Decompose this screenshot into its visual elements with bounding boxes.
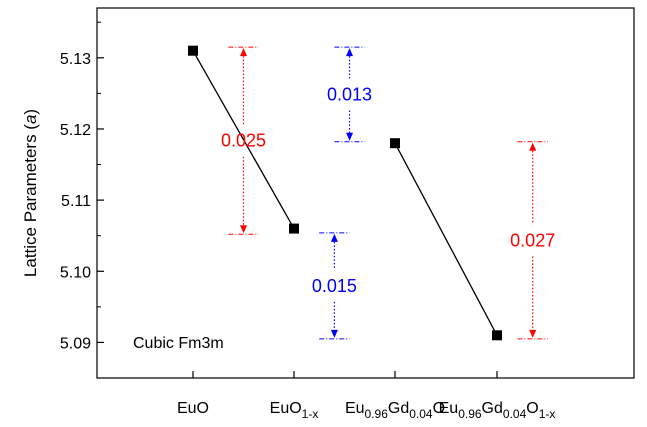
- y-tick-label: 5.11: [61, 193, 91, 210]
- difference-annotation: 0.013: [327, 46, 372, 143]
- y-tick-label: 5.09: [60, 335, 91, 352]
- x-tick-label-part: Gd: [388, 400, 409, 417]
- connector-lines: [192, 50, 498, 336]
- structure-annotation: Cubic Fm3m: [133, 335, 224, 352]
- difference-annotation: 0.025: [221, 46, 266, 235]
- data-point: [289, 223, 299, 234]
- x-tick-label-part: EuO: [177, 400, 209, 417]
- x-tick-label-part: Gd: [482, 400, 503, 417]
- x-tick-label-part: 0.96: [365, 407, 389, 421]
- x-tick-label-part: EuO: [270, 400, 302, 417]
- data-point: [390, 138, 400, 149]
- y-axis-ticks: 5.09 5.10 5.11 5.12 5.13: [60, 21, 104, 352]
- arrow-head-down: [330, 329, 338, 338]
- y-axis-label-variable: a: [21, 115, 40, 124]
- difference-annotations: 0.025 0.013 0.015 0.027: [221, 46, 555, 340]
- data-points: [188, 45, 502, 341]
- arrow-head-up: [240, 48, 247, 57]
- x-tick-label: Eu0.96Gd0.04O1-x: [439, 400, 556, 421]
- arrow-head-up: [330, 233, 338, 242]
- y-axis-label-text: Lattice Parameters (: [21, 124, 40, 277]
- x-tick-label-part: 0.04: [503, 407, 527, 421]
- arrow-head-down: [346, 132, 354, 141]
- plot-frame: [96, 7, 635, 379]
- difference-annotation: 0.027: [510, 141, 555, 340]
- x-tick-label: EuO: [177, 400, 209, 417]
- y-tick-label: 5.12: [60, 122, 91, 139]
- x-tick-label-part: 1-x: [302, 407, 319, 421]
- x-tick-label-part: O: [433, 400, 445, 417]
- x-tick-label-part: O: [526, 400, 538, 417]
- y-tick-label: 5.13: [60, 51, 91, 68]
- arrow-head-down: [240, 225, 247, 234]
- x-tick-label-part: Eu: [439, 400, 459, 417]
- y-axis-label: Lattice Parameters (a): [21, 109, 40, 277]
- x-tick-label: EuO1-x: [270, 400, 319, 421]
- arrow-head-up: [346, 48, 354, 57]
- arrow-head-up: [529, 142, 537, 151]
- y-axis-label-text: ): [21, 109, 40, 115]
- data-point: [188, 45, 198, 56]
- x-tick-label-part: 0.96: [458, 407, 482, 421]
- x-tick-label-part: 1-x: [539, 407, 556, 421]
- x-tick-label-part: Eu: [345, 400, 365, 417]
- connector-line: [192, 50, 295, 229]
- difference-label: 0.013: [327, 84, 372, 104]
- arrow-head-down: [529, 329, 537, 338]
- connector-line: [394, 142, 498, 336]
- difference-label: 0.025: [221, 131, 266, 151]
- difference-label: 0.015: [312, 276, 357, 296]
- difference-label: 0.027: [510, 230, 555, 250]
- y-tick-label: 5.10: [60, 264, 91, 281]
- x-tick-label: Eu0.96Gd0.04O: [345, 400, 445, 421]
- data-point: [492, 330, 502, 341]
- difference-annotation: 0.015: [312, 232, 357, 340]
- x-tick-label-part: 0.04: [409, 407, 433, 421]
